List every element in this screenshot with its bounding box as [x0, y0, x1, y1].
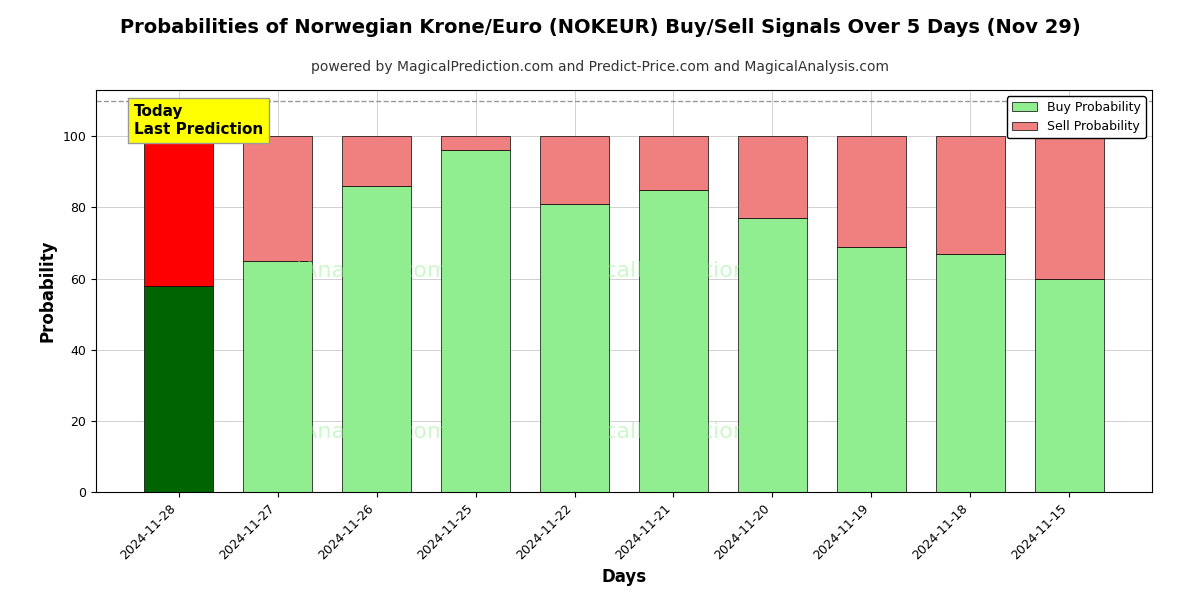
Legend: Buy Probability, Sell Probability: Buy Probability, Sell Probability — [1007, 96, 1146, 139]
Bar — [242, 136, 312, 261]
Bar — [342, 136, 412, 186]
Bar — [144, 286, 214, 492]
Text: calAnalysis.com: calAnalysis.com — [271, 422, 449, 442]
Bar — [242, 261, 312, 492]
Bar — [638, 136, 708, 190]
Bar — [836, 136, 906, 247]
Text: MagicalPrediction.com: MagicalPrediction.com — [552, 422, 802, 442]
Bar — [936, 136, 1006, 254]
Bar — [638, 190, 708, 492]
Bar — [342, 186, 412, 492]
Bar — [1034, 278, 1104, 492]
Text: powered by MagicalPrediction.com and Predict-Price.com and MagicalAnalysis.com: powered by MagicalPrediction.com and Pre… — [311, 60, 889, 74]
X-axis label: Days: Days — [601, 568, 647, 586]
Bar — [1034, 136, 1104, 278]
Text: Today
Last Prediction: Today Last Prediction — [134, 104, 263, 137]
Y-axis label: Probability: Probability — [38, 240, 56, 342]
Bar — [738, 218, 808, 492]
Bar — [540, 204, 610, 492]
Text: MagicalPrediction.com: MagicalPrediction.com — [552, 261, 802, 281]
Bar — [936, 254, 1006, 492]
Bar — [440, 136, 510, 151]
Bar — [540, 136, 610, 204]
Text: Probabilities of Norwegian Krone/Euro (NOKEUR) Buy/Sell Signals Over 5 Days (Nov: Probabilities of Norwegian Krone/Euro (N… — [120, 18, 1080, 37]
Bar — [144, 140, 214, 286]
Bar — [440, 151, 510, 492]
Text: calAnalysis.com: calAnalysis.com — [271, 261, 449, 281]
Bar — [738, 136, 808, 218]
Bar — [836, 247, 906, 492]
